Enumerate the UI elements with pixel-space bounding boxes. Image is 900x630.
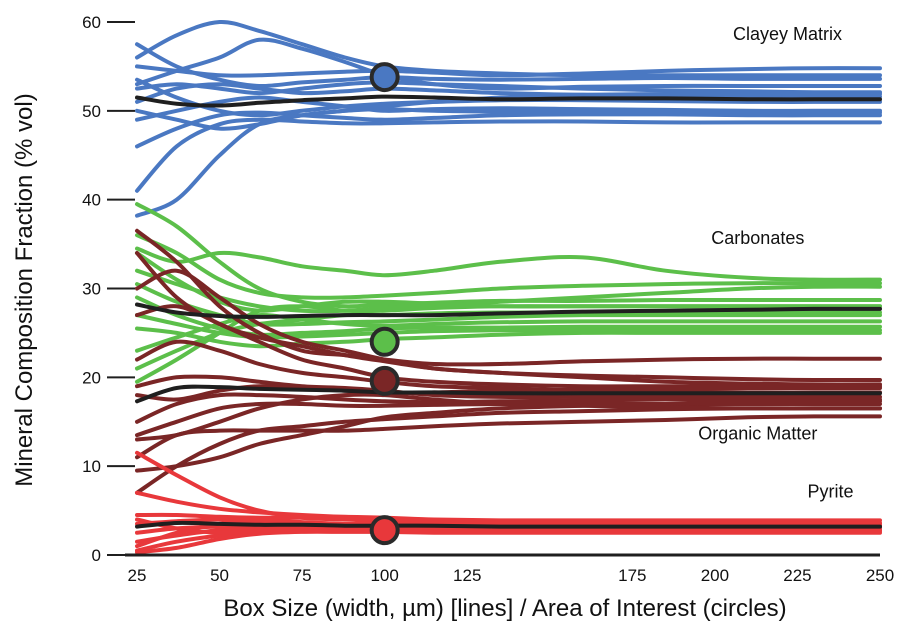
organic-matter-line-3 xyxy=(135,268,882,387)
organic-matter-label: Organic Matter xyxy=(698,424,817,444)
organic-matter-line-10 xyxy=(135,414,882,460)
carbonates-line-9 xyxy=(135,313,882,353)
series-lines xyxy=(135,19,882,555)
axes: 0 10 20 30 40 50 60 25 50 75 100 125 175 200 225 250 xyxy=(82,13,894,585)
x-tick-label-175: 175 xyxy=(618,566,646,585)
clayey-matrix-line-12 xyxy=(135,19,882,78)
clayey-matrix-label: Clayey Matrix xyxy=(733,24,842,44)
organic-matter-area-of-interest-circle xyxy=(369,365,400,396)
x-tick-label-200: 200 xyxy=(701,566,729,585)
y-tick-label-40: 40 xyxy=(82,191,101,210)
pyrite-label: Pyrite xyxy=(807,481,853,501)
clayey-matrix-line-5 xyxy=(135,82,882,104)
x-tick-label-100: 100 xyxy=(370,566,398,585)
carbonates-label: Carbonates xyxy=(711,228,804,248)
y-tick-label-20: 20 xyxy=(82,368,101,387)
carbonates-line-8 xyxy=(135,326,882,349)
organic-matter-line-12 xyxy=(135,399,882,473)
clayey-matrix-line-1 xyxy=(135,42,882,89)
clayey-matrix-line-4 xyxy=(135,80,882,96)
carbonates-line-7 xyxy=(135,313,882,340)
x-tick-label-75: 75 xyxy=(293,566,312,585)
x-tick-label-225: 225 xyxy=(783,566,811,585)
carbonates-line-3 xyxy=(135,246,882,282)
y-tick-label-50: 50 xyxy=(82,102,101,121)
y-tick-label-10: 10 xyxy=(82,457,101,476)
x-tick-label-250: 250 xyxy=(866,566,894,585)
clayey-matrix-line-9 xyxy=(135,107,882,218)
organic-matter-line-11 xyxy=(135,406,882,495)
pyrite-line-8 xyxy=(135,529,882,555)
y-tick-label-60: 60 xyxy=(82,13,101,32)
y-tick-label-0: 0 xyxy=(92,546,101,565)
clayey-matrix-line-11 xyxy=(135,77,882,118)
y-tick-label-30: 30 xyxy=(82,280,101,299)
clayey-matrix-line-8 xyxy=(135,117,882,193)
x-tick-label-25: 25 xyxy=(128,566,147,585)
mean-lines xyxy=(135,94,882,529)
x-axis-label: Box Size (width, µm) [lines] / Area of I… xyxy=(223,595,786,622)
clayey-matrix-area-of-interest-circle xyxy=(369,62,400,93)
carbonates-area-of-interest-circle xyxy=(369,326,400,357)
y-axis-label: Mineral Composition Fraction (% vol) xyxy=(11,93,38,486)
carbonates-line-2 xyxy=(135,233,882,300)
area-of-interest-circles xyxy=(369,62,400,546)
x-tick-label-50: 50 xyxy=(210,566,229,585)
pyrite-mean-line xyxy=(135,520,882,529)
clayey-matrix-mean-line xyxy=(135,94,882,108)
x-tick-label-125: 125 xyxy=(453,566,481,585)
organic-matter-line-6 xyxy=(135,374,882,400)
organic-matter-mean-line xyxy=(135,384,882,404)
series-labels: Clayey Matrix Carbonates Organic Matter Pyr… xyxy=(698,24,853,501)
pyrite-area-of-interest-circle xyxy=(369,515,400,546)
organic-matter-line-7 xyxy=(135,392,882,424)
carbonates-mean-line xyxy=(135,302,882,319)
